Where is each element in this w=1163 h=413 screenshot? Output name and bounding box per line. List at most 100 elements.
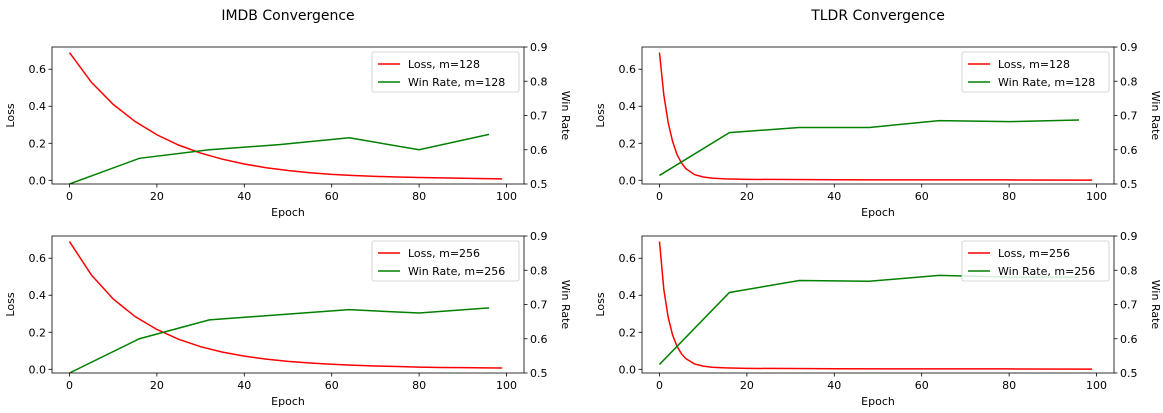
x-tick-label: 0 — [656, 379, 663, 392]
panel-tldr-m256: 0 20 40 60 80 100 Epoch 0.0 0.2 0.4 0.6 Loss 0.5 0.6 0… — [594, 230, 1162, 408]
y-tick-label: 0.6 — [619, 63, 637, 76]
tldr-column-title: TLDR Convergence — [811, 8, 945, 24]
x-tick-label: 60 — [915, 190, 929, 203]
x-tick-label: 100 — [1086, 379, 1107, 392]
x-axis-label: Epoch — [861, 206, 895, 219]
y-tick-label: 0.2 — [29, 137, 47, 150]
legend-box — [371, 240, 520, 282]
legend: Loss, m=128 Win Rate, m=128 — [961, 51, 1110, 93]
legend-entry-label: Win Rate, m=128 — [408, 76, 505, 89]
legend-box — [371, 51, 520, 93]
y2-tick-label: 0.9 — [530, 230, 548, 243]
imdb-column-title: IMDB Convergence — [221, 8, 355, 24]
y-tick-label: 0.0 — [619, 174, 637, 187]
x-tick-label: 40 — [237, 379, 251, 392]
legend-entry-label: Win Rate, m=256 — [998, 265, 1095, 278]
y-tick-label: 0.0 — [29, 174, 47, 187]
legend: Loss, m=128 Win Rate, m=128 — [371, 51, 520, 93]
y-tick-label: 0.2 — [619, 326, 637, 339]
x-axis-label: Epoch — [271, 395, 305, 408]
x-tick-label: 0 — [656, 190, 663, 203]
legend-entry-label: Win Rate, m=128 — [998, 76, 1095, 89]
y-tick-label: 0.2 — [619, 137, 637, 150]
y-tick-label: 0.0 — [29, 363, 47, 376]
x-tick-label: 60 — [915, 379, 929, 392]
x-tick-label: 20 — [740, 379, 754, 392]
y-tick-label: 0.6 — [29, 63, 47, 76]
x-tick-label: 0 — [66, 190, 73, 203]
y-tick-label: 0.2 — [29, 326, 47, 339]
x-tick-label: 20 — [150, 190, 164, 203]
x-tick-label: 100 — [496, 379, 517, 392]
x-tick-label: 60 — [325, 190, 339, 203]
x-tick-label: 100 — [1086, 190, 1107, 203]
x-tick-label: 40 — [237, 190, 251, 203]
legend-entry-label: Loss, m=128 — [998, 58, 1070, 71]
y2-axis-label: Win Rate — [1149, 91, 1162, 141]
legend-box — [961, 240, 1110, 282]
win-rate-series-line — [659, 119, 1080, 177]
y2-tick-label: 0.6 — [530, 144, 548, 157]
y2-axis-label: Win Rate — [559, 91, 572, 141]
y-axis-label: Loss — [594, 103, 607, 127]
x-axis-label: Epoch — [861, 395, 895, 408]
x-tick-label: 40 — [827, 190, 841, 203]
loss-series-line — [68, 241, 503, 369]
y-tick-label: 0.4 — [619, 289, 637, 302]
y2-tick-label: 0.8 — [1120, 264, 1138, 277]
panel-tldr-m128: 0 20 40 60 80 100 Epoch 0.0 0.2 0.4 0.6 Loss 0.5 0.6 0… — [594, 41, 1162, 219]
x-tick-label: 80 — [412, 190, 426, 203]
legend-entry-label: Loss, m=256 — [408, 247, 480, 260]
legend: Loss, m=256 Win Rate, m=256 — [961, 240, 1110, 282]
x-tick-label: 80 — [1002, 379, 1016, 392]
legend-entry-label: Win Rate, m=256 — [408, 265, 505, 278]
y2-tick-label: 0.5 — [530, 367, 548, 380]
x-tick-label: 100 — [496, 190, 517, 203]
y-tick-label: 0.6 — [619, 252, 637, 265]
y2-tick-label: 0.5 — [1120, 178, 1138, 191]
loss-series-line — [658, 52, 1093, 181]
y2-tick-label: 0.7 — [530, 110, 548, 123]
y2-tick-label: 0.6 — [530, 333, 548, 346]
x-tick-label: 80 — [1002, 190, 1016, 203]
y-tick-label: 0.4 — [619, 100, 637, 113]
y-tick-label: 0.4 — [29, 100, 47, 113]
x-tick-label: 60 — [325, 379, 339, 392]
y2-tick-label: 0.5 — [1120, 367, 1138, 380]
win-rate-series-line — [69, 133, 490, 184]
y-tick-label: 0.4 — [29, 289, 47, 302]
y2-tick-label: 0.5 — [530, 178, 548, 191]
y2-tick-label: 0.6 — [1120, 144, 1138, 157]
panel-imdb-m128: 0 20 40 60 80 100 Epoch 0.0 0.2 0.4 0.6 Loss 0.5 0.6 0… — [4, 41, 572, 219]
y2-tick-label: 0.9 — [530, 41, 548, 54]
y2-tick-label: 0.9 — [1120, 230, 1138, 243]
y-tick-label: 0.6 — [29, 252, 47, 265]
y2-tick-label: 0.7 — [530, 299, 548, 312]
legend-entry-label: Loss, m=256 — [998, 247, 1070, 260]
y2-tick-label: 0.8 — [1120, 75, 1138, 88]
y-axis-label: Loss — [594, 292, 607, 316]
y2-axis-label: Win Rate — [1149, 280, 1162, 330]
x-tick-label: 0 — [66, 379, 73, 392]
y2-tick-label: 0.9 — [1120, 41, 1138, 54]
legend-box — [961, 51, 1110, 93]
win-rate-series-line — [69, 307, 490, 373]
win-rate-series-line — [658, 274, 1080, 365]
y-axis-label: Loss — [4, 103, 17, 127]
x-axis-label: Epoch — [271, 206, 305, 219]
y2-tick-label: 0.7 — [1120, 299, 1138, 312]
y2-tick-label: 0.6 — [1120, 333, 1138, 346]
legend: Loss, m=256 Win Rate, m=256 — [371, 240, 520, 282]
x-tick-label: 40 — [827, 379, 841, 392]
y2-tick-label: 0.8 — [530, 75, 548, 88]
y2-tick-label: 0.8 — [530, 264, 548, 277]
y2-tick-label: 0.7 — [1120, 110, 1138, 123]
legend-entry-label: Loss, m=128 — [408, 58, 480, 71]
y2-axis-label: Win Rate — [559, 280, 572, 330]
loss-series-line — [68, 52, 503, 180]
loss-series-line — [658, 241, 1093, 370]
panel-imdb-m256: 0 20 40 60 80 100 Epoch 0.0 0.2 0.4 0.6 Loss 0.5 0.6 0… — [4, 230, 572, 408]
x-tick-label: 20 — [150, 379, 164, 392]
